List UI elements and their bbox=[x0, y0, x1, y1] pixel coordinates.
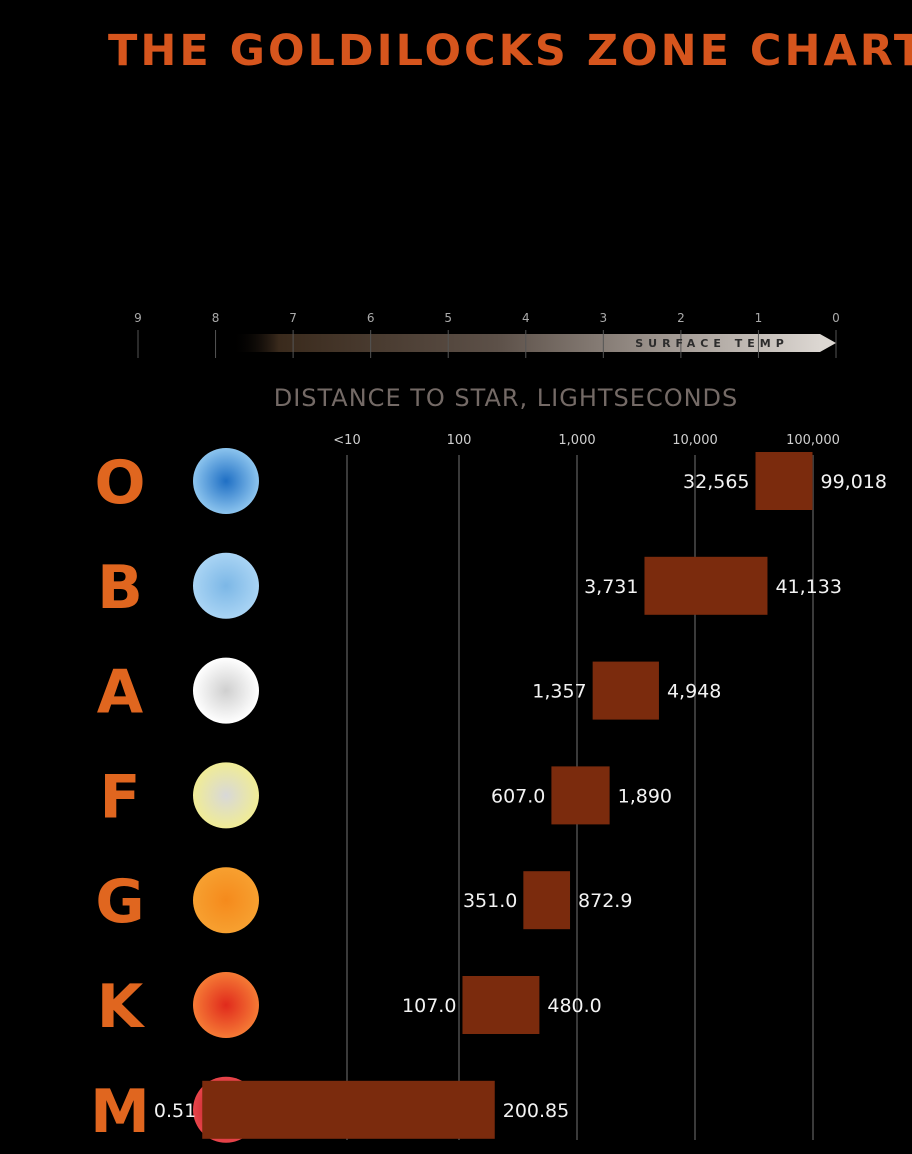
habitable-zone-bar bbox=[462, 976, 540, 1034]
distance-tick-label: 1,000 bbox=[558, 433, 595, 448]
range-max-label: 1,890 bbox=[618, 785, 672, 807]
range-max-label: 200.85 bbox=[503, 1100, 569, 1122]
habitable-zone-bar bbox=[755, 452, 813, 510]
temp-tick-label: 6 bbox=[367, 311, 375, 325]
temp-tick-label: 1 bbox=[755, 311, 763, 325]
star-class-rows: O 32,565 99,018 B 3,731 41,133 A 1,357 4,948 F 607… bbox=[90, 448, 887, 1147]
distance-tick-label: <10 bbox=[333, 433, 360, 448]
temp-tick-label: 9 bbox=[134, 311, 142, 325]
star-class-row: O 32,565 99,018 bbox=[94, 448, 887, 518]
star-class-row: F 607.0 1,890 bbox=[100, 762, 672, 832]
star-swatch bbox=[193, 762, 259, 829]
temp-tick-label: 7 bbox=[289, 311, 297, 325]
range-min-label: 3,731 bbox=[584, 576, 638, 598]
distance-tick-labels: <10 100 1,000 10,000 100,000 bbox=[333, 433, 840, 448]
chart-title: THE GOLDILOCKS ZONE CHART bbox=[108, 26, 912, 76]
star-swatch bbox=[193, 972, 259, 1038]
range-max-label: 41,133 bbox=[775, 576, 841, 598]
star-swatch bbox=[193, 448, 259, 514]
range-min-label: 607.0 bbox=[491, 785, 545, 807]
surface-temp-arrowhead bbox=[820, 334, 836, 352]
range-max-label: 872.9 bbox=[578, 890, 632, 912]
star-class-letter: F bbox=[100, 762, 141, 832]
star-class-letter: M bbox=[90, 1077, 150, 1147]
range-min-label: 351.0 bbox=[463, 890, 517, 912]
range-max-label: 99,018 bbox=[820, 471, 886, 493]
distance-tick-label: 100,000 bbox=[786, 433, 840, 448]
distance-tick-label: 100 bbox=[447, 433, 472, 448]
surface-temp-label: SURFACE TEMP bbox=[635, 337, 789, 350]
star-class-row: G 351.0 872.9 bbox=[95, 867, 632, 937]
temp-tick-label: 3 bbox=[600, 311, 608, 325]
star-class-letter: B bbox=[97, 553, 143, 623]
range-max-label: 480.0 bbox=[547, 995, 601, 1017]
star-class-letter: A bbox=[97, 658, 144, 728]
star-swatch bbox=[193, 657, 259, 724]
habitable-zone-bar bbox=[644, 556, 768, 615]
habitable-zone-bar bbox=[592, 661, 659, 720]
distance-gridlines bbox=[346, 455, 814, 1140]
star-class-letter: O bbox=[94, 448, 145, 518]
range-max-label: 4,948 bbox=[667, 681, 721, 703]
habitable-zone-bar bbox=[202, 1080, 495, 1139]
temp-tick-label: 0 bbox=[832, 311, 840, 325]
habitable-zone-bar bbox=[523, 871, 571, 930]
distance-tick-label: 10,000 bbox=[672, 433, 718, 448]
star-class-row: A 1,357 4,948 bbox=[97, 657, 721, 728]
star-class-letter: K bbox=[97, 972, 146, 1042]
range-min-label: 1,357 bbox=[532, 681, 586, 703]
range-min-label: 107.0 bbox=[402, 995, 456, 1017]
temp-tick-label: 5 bbox=[444, 311, 452, 325]
habitable-zone-bar bbox=[551, 766, 610, 825]
range-min-label: 32,565 bbox=[683, 471, 749, 493]
star-class-row: M 0.51 200.85 bbox=[90, 1076, 569, 1147]
star-swatch bbox=[193, 867, 259, 934]
temp-tick-label: 2 bbox=[677, 311, 685, 325]
temp-tick-label: 4 bbox=[522, 311, 530, 325]
star-class-row: B 3,731 41,133 bbox=[97, 552, 842, 623]
distance-axis-title: DISTANCE TO STAR, LIGHTSECONDS bbox=[274, 384, 739, 412]
star-class-letter: G bbox=[95, 867, 144, 937]
star-class-row: K 107.0 480.0 bbox=[97, 972, 602, 1042]
star-swatch bbox=[193, 552, 259, 619]
surface-temp-scale: 9 8 7 6 5 4 3 2 1 0 SURFACE TEMP bbox=[134, 311, 840, 358]
range-min-label: 0.51 bbox=[154, 1100, 196, 1122]
temp-tick-label: 8 bbox=[212, 311, 220, 325]
